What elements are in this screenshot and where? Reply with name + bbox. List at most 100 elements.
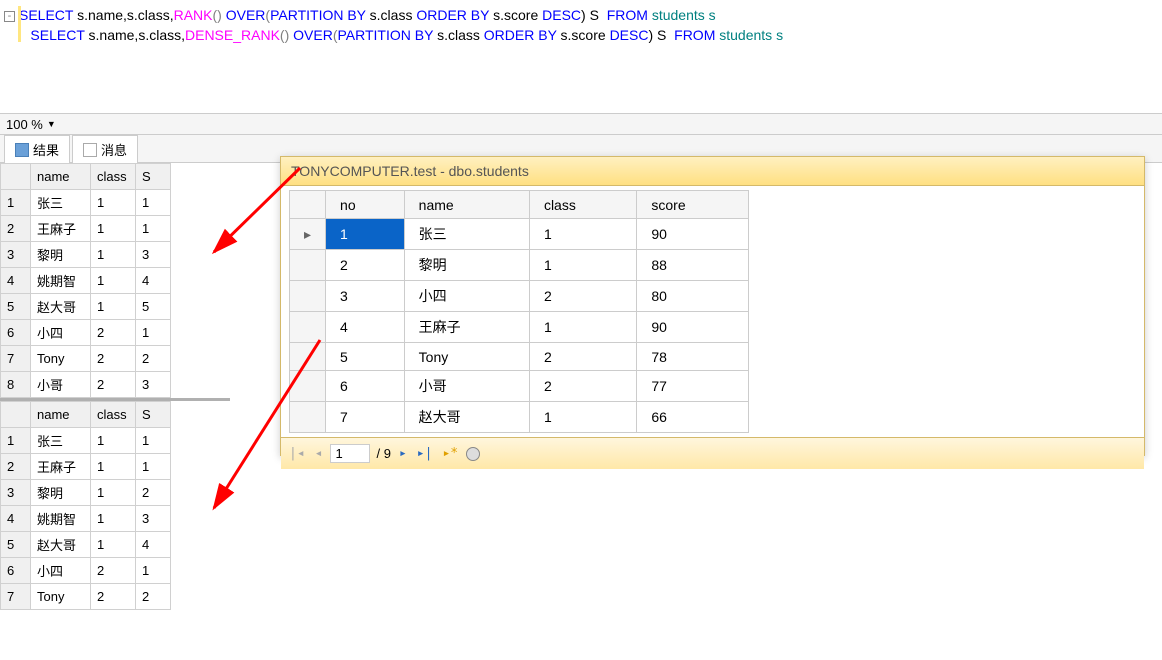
col-header[interactable]: class: [91, 402, 136, 428]
cell[interactable]: 1: [326, 219, 405, 250]
table-row[interactable]: 6小四21: [1, 558, 171, 584]
table-row[interactable]: ▸1张三190: [290, 219, 749, 250]
col-header[interactable]: class: [529, 191, 636, 219]
cell[interactable]: 2: [136, 346, 171, 372]
nav-last-icon[interactable]: ▸|: [415, 446, 435, 461]
cell[interactable]: 4: [136, 532, 171, 558]
cell[interactable]: 80: [637, 281, 749, 312]
cell[interactable]: 张三: [404, 219, 529, 250]
cell[interactable]: 4: [136, 268, 171, 294]
cell[interactable]: 1: [91, 268, 136, 294]
zoom-dropdown-icon[interactable]: ▼: [47, 119, 56, 129]
cell[interactable]: 王麻子: [31, 216, 91, 242]
cell[interactable]: 2: [326, 250, 405, 281]
table-row[interactable]: 7Tony22: [1, 346, 171, 372]
cell[interactable]: 1: [91, 190, 136, 216]
cell[interactable]: 2: [91, 584, 136, 610]
cell[interactable]: 2: [529, 343, 636, 371]
nav-current-input[interactable]: 1: [330, 444, 370, 463]
cell[interactable]: 张三: [31, 428, 91, 454]
cell[interactable]: 1: [136, 454, 171, 480]
cell[interactable]: 1: [136, 190, 171, 216]
cell[interactable]: 1: [136, 558, 171, 584]
cell[interactable]: 小哥: [31, 372, 91, 398]
cell[interactable]: 3: [136, 372, 171, 398]
table-row[interactable]: 3黎明13: [1, 242, 171, 268]
cell[interactable]: 1: [91, 454, 136, 480]
table-row[interactable]: 1张三11: [1, 190, 171, 216]
table-row[interactable]: 2王麻子11: [1, 216, 171, 242]
cell[interactable]: 3: [136, 506, 171, 532]
cell[interactable]: 1: [136, 216, 171, 242]
table-row[interactable]: 8小哥23: [1, 372, 171, 398]
cell[interactable]: 小四: [31, 558, 91, 584]
cell[interactable]: 2: [529, 371, 636, 402]
sql-editor[interactable]: -SELECT s.name,s.class,RANK() OVER(PARTI…: [0, 0, 1162, 100]
cell[interactable]: 黎明: [404, 250, 529, 281]
cell[interactable]: 7: [326, 402, 405, 433]
cell[interactable]: 2: [91, 558, 136, 584]
cell[interactable]: 黎明: [31, 480, 91, 506]
cell[interactable]: 77: [637, 371, 749, 402]
cell[interactable]: 5: [136, 294, 171, 320]
table-row[interactable]: 3小四280: [290, 281, 749, 312]
students-grid[interactable]: nonameclassscore▸1张三1902黎明1883小四2804王麻子1…: [289, 190, 749, 433]
cell[interactable]: 姚期智: [31, 268, 91, 294]
cell[interactable]: 赵大哥: [404, 402, 529, 433]
cell[interactable]: 赵大哥: [31, 294, 91, 320]
cell[interactable]: 5: [326, 343, 405, 371]
cell[interactable]: 90: [637, 312, 749, 343]
table-row[interactable]: 7赵大哥166: [290, 402, 749, 433]
cell[interactable]: 78: [637, 343, 749, 371]
cell[interactable]: 2: [136, 584, 171, 610]
cell[interactable]: 黎明: [31, 242, 91, 268]
cell[interactable]: 90: [637, 219, 749, 250]
cell[interactable]: 张三: [31, 190, 91, 216]
cell[interactable]: 1: [91, 480, 136, 506]
table-row[interactable]: 4王麻子190: [290, 312, 749, 343]
cell[interactable]: 1: [91, 428, 136, 454]
cell[interactable]: 小四: [31, 320, 91, 346]
cell[interactable]: 1: [529, 219, 636, 250]
col-header[interactable]: name: [31, 402, 91, 428]
tab-messages[interactable]: 消息: [72, 135, 138, 163]
cell[interactable]: 1: [529, 312, 636, 343]
fold-icon[interactable]: -: [4, 11, 15, 22]
nav-new-icon[interactable]: ▸*: [440, 446, 460, 461]
cell[interactable]: 1: [91, 242, 136, 268]
cell[interactable]: 1: [91, 506, 136, 532]
cell[interactable]: 2: [91, 372, 136, 398]
cell[interactable]: 小哥: [404, 371, 529, 402]
cell[interactable]: 2: [529, 281, 636, 312]
table-row[interactable]: 2黎明188: [290, 250, 749, 281]
table-row[interactable]: 7Tony22: [1, 584, 171, 610]
table-row[interactable]: 4姚期智13: [1, 506, 171, 532]
table-row[interactable]: 4姚期智14: [1, 268, 171, 294]
cell[interactable]: 6: [326, 371, 405, 402]
col-header[interactable]: no: [326, 191, 405, 219]
cell[interactable]: 小四: [404, 281, 529, 312]
table-row[interactable]: 3黎明12: [1, 480, 171, 506]
cell[interactable]: 2: [91, 346, 136, 372]
col-header[interactable]: class: [91, 164, 136, 190]
nav-next-icon[interactable]: ▸: [397, 446, 409, 461]
table-row[interactable]: 6小哥277: [290, 371, 749, 402]
cell[interactable]: 2: [136, 480, 171, 506]
col-header[interactable]: S: [136, 164, 171, 190]
cell[interactable]: 1: [91, 216, 136, 242]
table-row[interactable]: 6小四21: [1, 320, 171, 346]
nav-stop-icon[interactable]: [466, 447, 480, 461]
cell[interactable]: 4: [326, 312, 405, 343]
cell[interactable]: 姚期智: [31, 506, 91, 532]
nav-first-icon[interactable]: |◂: [287, 446, 307, 461]
col-header[interactable]: S: [136, 402, 171, 428]
cell[interactable]: 1: [529, 402, 636, 433]
table-row[interactable]: 2王麻子11: [1, 454, 171, 480]
cell[interactable]: 王麻子: [31, 454, 91, 480]
cell[interactable]: 赵大哥: [31, 532, 91, 558]
table-row[interactable]: 5Tony278: [290, 343, 749, 371]
col-header[interactable]: name: [404, 191, 529, 219]
result-grid-1[interactable]: nameclassS1张三112王麻子113黎明134姚期智145赵大哥156小…: [0, 163, 171, 398]
cell[interactable]: Tony: [404, 343, 529, 371]
cell[interactable]: 3: [136, 242, 171, 268]
